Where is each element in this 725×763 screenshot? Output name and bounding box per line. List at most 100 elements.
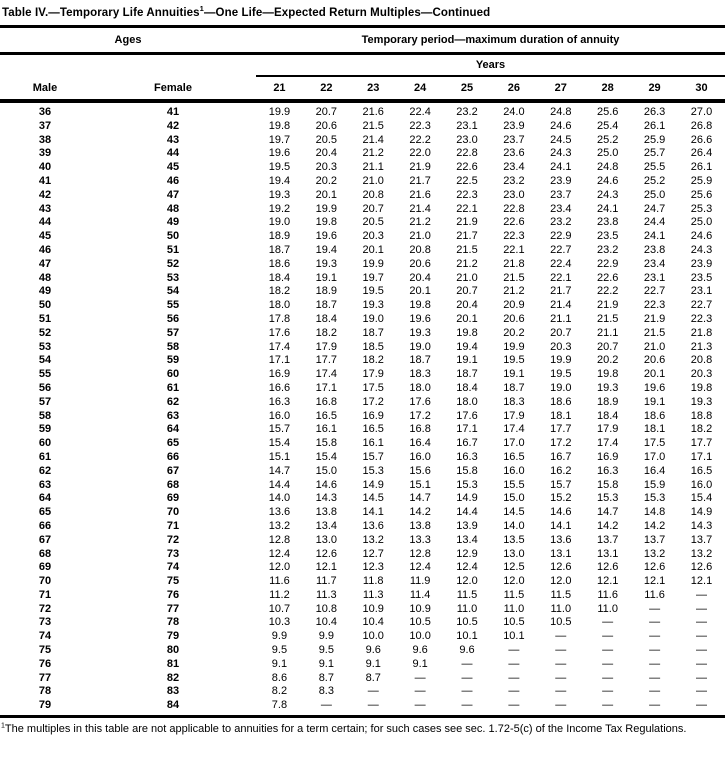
multiple-value: 12.3 [362, 561, 384, 574]
multiple-value: 19.4 [268, 174, 291, 187]
multiple-value: 21.5 [643, 326, 666, 339]
multiple-value: 12.0 [503, 575, 525, 588]
multiple-value: — [414, 685, 426, 698]
multiple-value: 20.6 [315, 119, 338, 132]
multiple-value: 22.7 [550, 243, 572, 256]
multiple-value: 17.9 [362, 368, 384, 381]
multiple-value: 16.7 [550, 450, 572, 463]
multiple-value: 13.2 [268, 519, 291, 532]
male-age: 77 [38, 671, 52, 684]
multiple-value: 20.4 [315, 147, 338, 160]
male-age: 55 [38, 368, 52, 381]
multiple-value: 13.3 [409, 533, 431, 546]
multiple-value: 13.2 [362, 533, 384, 546]
multiple-value: 19.9 [550, 354, 572, 367]
multiple-value: 14.9 [690, 506, 713, 519]
multiple-value: 9.6 [365, 644, 381, 657]
multiple-value: 19.3 [362, 299, 384, 312]
multiple-value: 27.0 [690, 106, 713, 118]
multiple-value: 17.9 [596, 423, 619, 436]
multiple-value: 12.0 [268, 561, 291, 574]
multiple-value: 23.2 [550, 216, 572, 229]
multiple-value: 23.7 [503, 133, 525, 146]
multiple-value: 21.0 [643, 340, 666, 353]
multiple-value: 10.1 [503, 630, 525, 643]
male-age: 63 [38, 478, 52, 491]
multiple-value: 20.7 [362, 202, 384, 215]
multiple-value: 16.5 [503, 450, 525, 463]
male-age: 36 [38, 106, 52, 118]
multiple-value: — [602, 644, 614, 657]
multiple-value: 16.8 [315, 395, 338, 408]
multiple-value: 17.7 [315, 354, 338, 367]
year-column-header-30: 30 [678, 76, 725, 103]
multiple-value: 22.1 [456, 202, 478, 215]
multiple-value: 17.2 [409, 409, 431, 422]
multiple-value: — [602, 630, 614, 643]
female-age: 58 [166, 340, 180, 353]
male-age: 48 [38, 271, 52, 284]
multiple-value: 23.7 [550, 188, 572, 201]
table-row: 77 82 8.6 8.7 8.7 — — — — — — — [0, 672, 725, 686]
multiple-value: 23.0 [456, 133, 478, 146]
table-row: 68 73 12.4 12.6 12.7 12.8 12.9 13.0 13.1 13.1 13.2… [0, 548, 725, 562]
female-age: 60 [166, 368, 180, 381]
table-row: 74 79 9.9 9.9 10.0 10.0 10.1 10.1 — — — — [0, 630, 725, 644]
multiple-value: 10.9 [362, 602, 384, 615]
male-age: 62 [38, 464, 52, 477]
multiple-value: 18.7 [456, 368, 478, 381]
multiple-value: 15.4 [315, 450, 338, 463]
multiple-value: 13.0 [315, 533, 338, 546]
multiple-value: 25.6 [596, 106, 619, 118]
female-age: 73 [166, 547, 180, 560]
multiple-value: 8.7 [318, 671, 334, 684]
male-age: 42 [38, 188, 52, 201]
table-row: 46 51 18.7 19.4 20.1 20.8 21.5 22.1 22.7 23.2 23.8… [0, 244, 725, 258]
multiple-value: 24.3 [690, 243, 713, 256]
multiple-value: 19.4 [315, 243, 338, 256]
female-age: 45 [166, 161, 180, 174]
multiple-value: 13.4 [315, 519, 338, 532]
multiple-value: 19.3 [690, 395, 713, 408]
multiple-value: 18.0 [409, 381, 431, 394]
multiple-value: 12.8 [409, 547, 431, 560]
multiple-value: — [602, 657, 614, 670]
footnote: 1The multiples in this table are not app… [0, 718, 725, 737]
multiple-value: 23.8 [643, 243, 666, 256]
table-row: 79 84 7.8 — — — — — — — — — [0, 699, 725, 716]
multiple-value: — [696, 602, 707, 615]
multiple-value: 26.1 [690, 161, 713, 174]
multiple-value: 10.7 [268, 602, 291, 615]
multiple-value: 18.2 [315, 326, 338, 339]
multiple-value: — [602, 671, 614, 684]
multiple-value: 21.9 [409, 161, 431, 174]
multiple-value: 18.6 [268, 257, 291, 270]
female-age: 52 [166, 257, 180, 270]
multiple-value: 21.2 [503, 285, 525, 298]
multiple-value: — [602, 616, 614, 629]
table-row: 51 56 17.8 18.4 19.0 19.6 20.1 20.6 21.1 21.5 21.9… [0, 313, 725, 327]
female-age: 66 [166, 450, 180, 463]
multiple-value: 22.5 [456, 174, 478, 187]
multiple-value: 13.1 [550, 547, 572, 560]
table-row: 57 62 16.3 16.8 17.2 17.6 18.0 18.3 18.6 18.9 19.1… [0, 396, 725, 410]
female-age: 69 [166, 492, 180, 505]
multiple-value: — [367, 699, 379, 712]
multiple-value: 19.0 [550, 381, 572, 394]
male-age: 51 [38, 312, 52, 325]
male-age: 72 [38, 602, 52, 615]
multiple-value: 21.6 [409, 188, 431, 201]
female-age: 84 [166, 699, 180, 712]
multiple-value: 15.3 [643, 492, 666, 505]
multiple-value: 22.2 [596, 285, 619, 298]
multiple-value: 11.3 [316, 588, 337, 601]
multiple-value: 21.7 [456, 230, 478, 243]
multiple-value: 18.5 [362, 340, 384, 353]
multiple-value: 21.4 [550, 299, 572, 312]
multiple-value: 22.8 [456, 147, 478, 160]
female-age: 76 [166, 588, 180, 601]
multiple-value: 22.6 [456, 161, 478, 174]
female-age: 70 [166, 506, 180, 519]
male-age: 71 [38, 588, 52, 601]
multiple-value: 17.1 [456, 423, 478, 436]
